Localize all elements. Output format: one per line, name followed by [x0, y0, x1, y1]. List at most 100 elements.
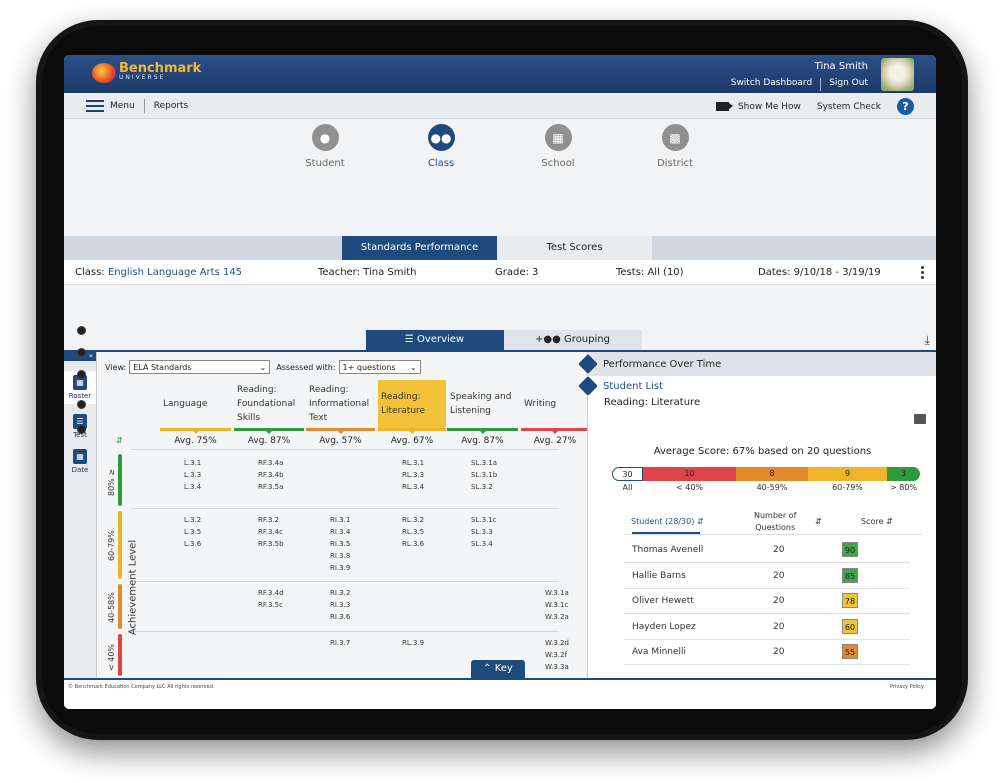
standard-code[interactable]: W.3.2f	[545, 651, 567, 659]
standard-code[interactable]: W.3.1a	[545, 589, 569, 597]
hamburger-icon[interactable]	[86, 99, 104, 112]
standard-code[interactable]: RL.3.5	[402, 528, 425, 536]
standard-code[interactable]: L.3.5	[184, 528, 202, 536]
student-row[interactable]: Hallie Barns 20 85	[624, 564, 910, 589]
show-me-how-button[interactable]: Show Me How	[715, 102, 801, 112]
standard-code[interactable]: RL.3.2	[402, 516, 425, 524]
standard-code[interactable]: SL.3.1a	[471, 459, 497, 467]
standard-code[interactable]: L.3.1	[184, 459, 202, 467]
student-row[interactable]: Thomas Avenell 20 90	[624, 538, 910, 563]
questions-column-header[interactable]: Number of Questions	[754, 510, 796, 534]
level-district[interactable]: ▩ District	[635, 124, 715, 169]
help-icon[interactable]: ?	[897, 98, 914, 115]
level-school[interactable]: ▦ School	[518, 124, 598, 169]
standard-code[interactable]: W.3.3a	[545, 663, 569, 671]
standard-code[interactable]: L.3.4	[184, 483, 202, 491]
column-header[interactable]: Reading: Foundational Skills	[237, 385, 296, 423]
distribution-segment[interactable]: 8	[736, 467, 808, 481]
student-name[interactable]: Hallie Barns	[632, 570, 686, 581]
download-icon[interactable]: ⤓	[924, 333, 930, 347]
standard-code[interactable]: RF.3.5b	[258, 540, 284, 548]
dates-value[interactable]: 9/10/18 - 3/19/19	[793, 266, 881, 278]
standard-code[interactable]: L.3.6	[184, 540, 202, 548]
standard-code[interactable]: W.3.2a	[545, 613, 569, 621]
assessed-select[interactable]: 1+ questions ⌄	[338, 360, 421, 374]
sort-icon[interactable]: ⇵	[116, 436, 123, 445]
student-list-header[interactable]: Student List	[578, 376, 936, 396]
reports-link[interactable]: Reports	[153, 100, 189, 111]
standard-code[interactable]: SL.3.1c	[471, 516, 497, 524]
column-header[interactable]: Writing	[524, 399, 557, 409]
more-options-icon[interactable]	[921, 266, 924, 279]
standard-code[interactable]: RL.3.1	[402, 459, 425, 467]
standard-code[interactable]: RF.3.4c	[258, 528, 283, 536]
standard-code[interactable]: L.3.2	[184, 516, 202, 524]
tab-test-scores[interactable]: Test Scores	[497, 236, 652, 260]
switch-dashboard-link[interactable]: Switch Dashboard	[730, 78, 813, 88]
standard-code[interactable]: RF.3.2	[258, 516, 280, 524]
standard-code[interactable]: SL.3.1b	[471, 471, 498, 479]
privacy-policy-link[interactable]: Privacy Policy	[889, 684, 924, 690]
standard-code[interactable]: RI.3.5	[330, 540, 351, 548]
standard-code[interactable]: RI.3.3	[330, 601, 351, 609]
standard-code[interactable]: RI.3.7	[330, 639, 351, 647]
standard-code[interactable]: SL.3.3	[471, 528, 493, 536]
standard-code[interactable]: RF.3.5a	[258, 483, 284, 491]
system-check-link[interactable]: System Check	[816, 101, 881, 112]
tests-value[interactable]: All (10)	[647, 266, 684, 278]
standard-code[interactable]: RI.3.2	[330, 589, 351, 597]
distribution-segment[interactable]: 30	[612, 467, 643, 481]
view-select[interactable]: ELA Standards ⌄	[129, 360, 271, 374]
standard-code[interactable]: RF.3.4a	[258, 459, 284, 467]
student-name[interactable]: Oliver Hewett	[632, 596, 694, 606]
avatar[interactable]	[881, 58, 914, 91]
student-row[interactable]: Ava Minnelli 20 55	[624, 640, 910, 665]
standard-code[interactable]: RL.3.3	[402, 471, 425, 479]
print-icon[interactable]	[914, 414, 926, 424]
standard-code[interactable]: RF.3.5c	[258, 601, 283, 609]
standard-code[interactable]: RI.3.9	[330, 564, 351, 572]
student-column-header[interactable]: Student (28/30) ⇵	[631, 517, 704, 526]
student-row[interactable]: Oliver Hewett 20 78	[624, 589, 910, 614]
tab-overview[interactable]: ☰ Overview	[365, 330, 504, 350]
standard-code[interactable]: RI.3.8	[330, 552, 351, 560]
sort-icon[interactable]: ⇵	[815, 517, 822, 526]
standard-code[interactable]: RF.3.4d	[258, 589, 284, 597]
sign-out-link[interactable]: Sign Out	[829, 78, 868, 88]
standard-code[interactable]: RI.3.4	[330, 528, 351, 536]
standard-code[interactable]: RL.3.4	[402, 483, 425, 491]
standard-code[interactable]: RL.3.6	[402, 540, 425, 548]
menu-button[interactable]: Menu	[110, 100, 135, 111]
performance-over-time-header[interactable]: Performance Over Time	[578, 352, 936, 376]
tab-standards-performance[interactable]: Standards Performance	[342, 236, 497, 260]
standard-code[interactable]: RL.3.9	[402, 639, 425, 647]
standard-code[interactable]: SL.3.4	[471, 540, 493, 548]
level-class[interactable]: ●● Class	[401, 124, 481, 169]
level-student[interactable]: ● Student	[285, 124, 365, 169]
column-header[interactable]: Language	[163, 399, 208, 409]
distribution-segment[interactable]: 3	[887, 467, 920, 481]
score-column-header[interactable]: Score ⇵	[861, 517, 893, 526]
standard-code[interactable]: RI.3.6	[330, 613, 351, 621]
logo[interactable]: Benchmark UNIVERSE	[92, 62, 201, 83]
standard-code[interactable]: RF.3.4b	[258, 471, 284, 479]
tab-grouping[interactable]: +●● Grouping	[503, 330, 642, 350]
standard-code[interactable]: SL.3.2	[471, 483, 493, 491]
student-name[interactable]: Hayden Lopez	[632, 621, 696, 632]
standard-code[interactable]: L.3.3	[184, 471, 202, 479]
column-header[interactable]: Speaking and Listening	[450, 392, 512, 416]
standard-code[interactable]: W.3.2d	[545, 639, 569, 647]
distribution-segment[interactable]: 10	[643, 467, 736, 481]
column-header[interactable]: Reading: Literature	[378, 380, 446, 428]
distribution-segment[interactable]: 9	[808, 467, 887, 481]
sidebar-item-roster[interactable]: ▦ Roster	[64, 371, 96, 404]
student-name[interactable]: Thomas Avenell	[632, 545, 704, 555]
student-name[interactable]: Ava Minnelli	[632, 647, 687, 657]
student-row[interactable]: Hayden Lopez 20 60	[624, 615, 910, 640]
sidebar-item-date[interactable]: ▦ Date	[64, 449, 96, 474]
key-button[interactable]: ⌃ Key	[471, 660, 525, 678]
standard-code[interactable]: W.3.1c	[545, 601, 569, 609]
column-header[interactable]: Reading: Informational Text	[309, 385, 370, 423]
standard-code[interactable]: RI.3.1	[330, 516, 351, 524]
class-link[interactable]: English Language Arts 145	[107, 266, 243, 278]
